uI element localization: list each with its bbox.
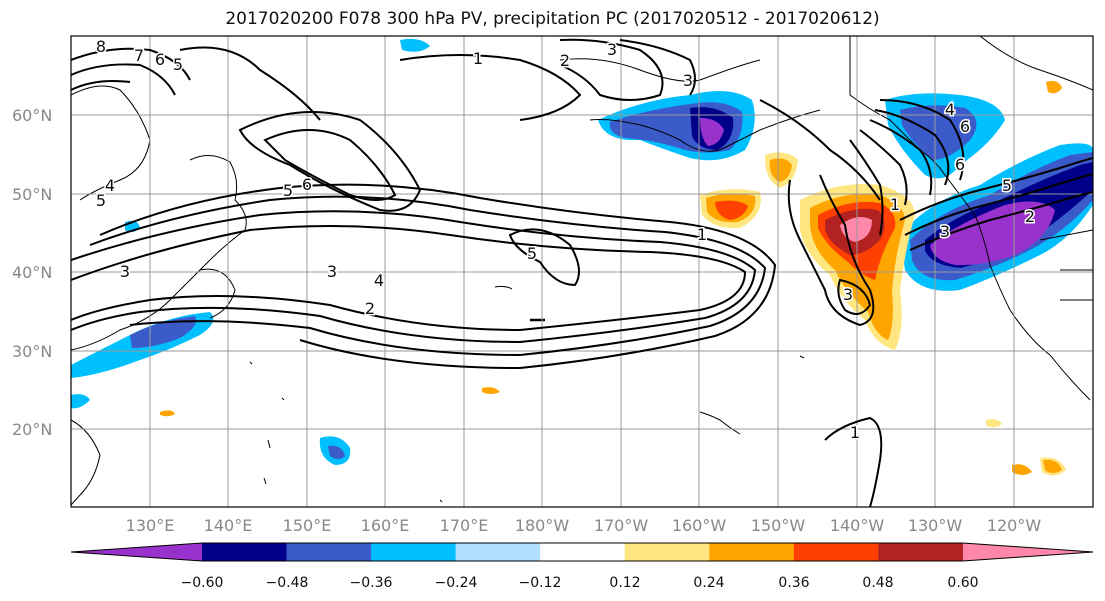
contour-label: 5 xyxy=(96,191,106,210)
map-frame xyxy=(70,35,1094,508)
latitude-labels: 60°N 50°N 40°N 30°N 20°N xyxy=(12,106,52,439)
colorbar-segment xyxy=(962,543,1093,561)
colorbar: −0.60 −0.48 −0.36 −0.24 −0.12 0.12 0.24 … xyxy=(70,542,1094,591)
colorbar-tick: 0.36 xyxy=(778,575,809,591)
lat-label: 50°N xyxy=(12,185,52,204)
colorbar-segment xyxy=(371,543,457,561)
contour-label: 5 xyxy=(527,244,537,263)
lon-label: 160°E xyxy=(361,516,410,535)
lon-label: 160°W xyxy=(672,516,727,535)
lon-label: 170°E xyxy=(440,516,489,535)
contour-label: 7 xyxy=(134,46,144,65)
contour-label: 1 xyxy=(697,225,707,244)
colorbar-segment xyxy=(202,543,288,561)
colorbar-tick: −0.12 xyxy=(519,575,562,591)
colorbar-segment xyxy=(286,543,372,561)
contour-label: 1 xyxy=(890,195,900,214)
contour-label: 6 xyxy=(960,117,970,136)
pv-contours xyxy=(71,38,1093,507)
contour-label: 2 xyxy=(560,51,570,70)
contour-label: 8 xyxy=(96,37,106,56)
colorbar-tick: −0.24 xyxy=(435,575,478,591)
contour-label: 3 xyxy=(327,262,337,281)
colorbar-tick: 0.24 xyxy=(693,575,724,591)
colorbar-tick: 0.48 xyxy=(862,575,893,591)
colorbar-outline xyxy=(70,542,1094,562)
contour-label: 6 xyxy=(155,50,165,69)
lat-label: 30°N xyxy=(12,342,52,361)
longitude-labels: 130°E 140°E 150°E 160°E 170°E 180°W 170°… xyxy=(126,516,1042,535)
lon-label: 130°W xyxy=(908,516,963,535)
lon-label: 170°W xyxy=(594,516,649,535)
colorbar-ticks: −0.60 −0.48 −0.36 −0.24 −0.12 0.12 0.24 … xyxy=(181,575,979,591)
colorbar-segment xyxy=(878,543,964,561)
contour-label: 1 xyxy=(473,49,483,68)
map-title: 2017020200 F078 300 hPa PV, precipitatio… xyxy=(225,9,880,29)
contour-labels: 8 7 6 5 1 2 3 3 1 5 6 4 5 3 4 2 5 1 6 4 … xyxy=(94,36,1036,444)
colorbar-segment xyxy=(71,543,202,561)
lat-label: 40°N xyxy=(12,263,52,282)
colorbar-tick: −0.36 xyxy=(350,575,393,591)
contour-label: 6 xyxy=(302,175,312,194)
contour-label: 2 xyxy=(365,299,375,318)
contour-label: 3 xyxy=(843,285,853,304)
colorbar-tick: −0.48 xyxy=(266,575,309,591)
contour-label: 5 xyxy=(1002,176,1012,195)
colorbar-segment xyxy=(709,543,795,561)
colorbar-tick: 0.60 xyxy=(947,575,978,591)
lat-label: 20°N xyxy=(12,420,52,439)
contour-label: 4 xyxy=(374,271,384,290)
lon-label: 180°W xyxy=(515,516,570,535)
colorbar-tick: −0.60 xyxy=(181,575,224,591)
contour-label: 4 xyxy=(945,100,955,119)
colorbar-segment xyxy=(793,543,879,561)
contour-label: 5 xyxy=(283,181,293,200)
contour-label: 5 xyxy=(173,55,183,74)
contour-label: 6 xyxy=(955,155,965,174)
contour-label: 3 xyxy=(683,71,693,90)
lon-label: 140°W xyxy=(830,516,885,535)
contour-label: 3 xyxy=(940,222,950,241)
lon-label: 140°E xyxy=(204,516,253,535)
colorbar-tick: 0.12 xyxy=(609,575,640,591)
lon-label: 120°W xyxy=(987,516,1042,535)
contour-label: 1 xyxy=(850,423,860,442)
colorbar-segment xyxy=(624,543,710,561)
lat-label: 60°N xyxy=(12,106,52,125)
coastlines xyxy=(71,36,1093,506)
contour-label: 4 xyxy=(105,176,115,195)
contour-label: 2 xyxy=(1025,207,1035,226)
contour-label: 3 xyxy=(120,262,130,281)
lon-label: 150°W xyxy=(751,516,806,535)
colorbar-segments xyxy=(70,542,1094,562)
lon-label: 150°E xyxy=(283,516,332,535)
lon-label: 130°E xyxy=(126,516,175,535)
contour-label: 3 xyxy=(607,40,617,59)
colorbar-segment xyxy=(540,543,626,561)
colorbar-segment xyxy=(455,543,541,561)
